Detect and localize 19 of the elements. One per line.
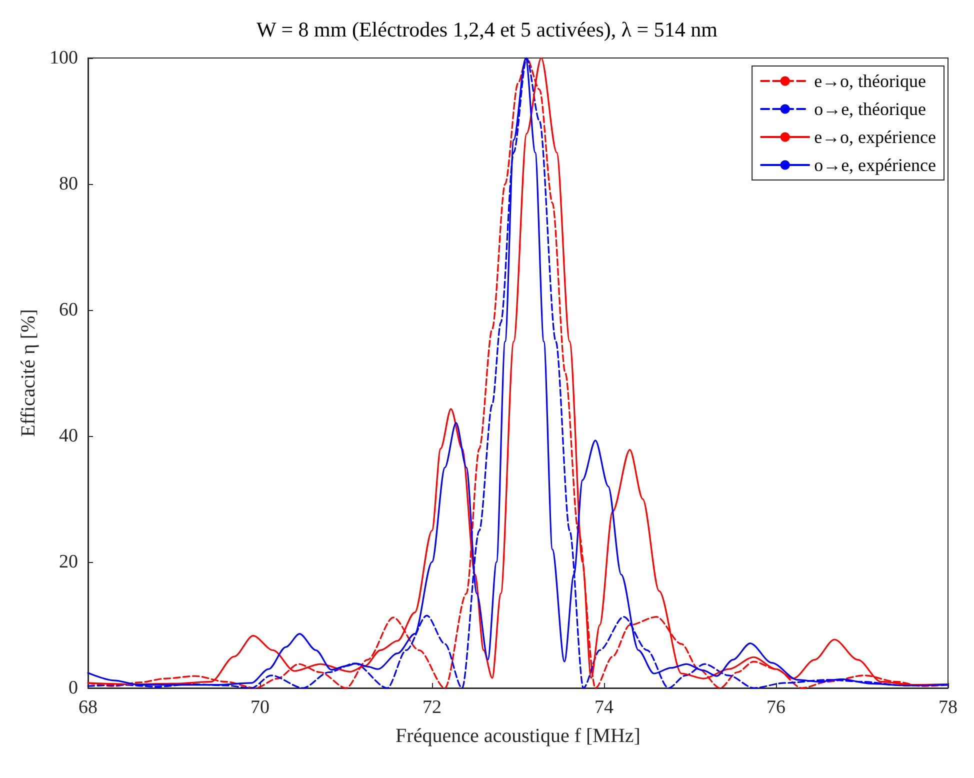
- y-tick-label: 20: [59, 552, 78, 572]
- y-tick-label: 40: [59, 426, 78, 446]
- x-tick-label: 78: [938, 697, 958, 718]
- y-axis-title: Efficacité η [%]: [18, 309, 40, 437]
- legend-label: o→e, théorique: [814, 99, 926, 119]
- x-tick-label: 72: [422, 697, 442, 718]
- y-tick-label: 80: [59, 174, 78, 194]
- x-tick-label: 70: [250, 697, 270, 718]
- y-tick-label: 60: [59, 300, 78, 320]
- legend-label: e→o, expérience: [814, 127, 936, 147]
- y-tick-label: 100: [50, 48, 78, 68]
- y-tick-label: 0: [68, 678, 78, 698]
- legend-label: e→o, théorique: [814, 71, 926, 91]
- legend-label: o→e, expérience: [814, 155, 936, 175]
- x-tick-label: 68: [78, 697, 98, 718]
- x-tick-label: 76: [766, 697, 786, 718]
- x-axis-title: Fréquence acoustique f [MHz]: [396, 725, 640, 747]
- x-tick-label: 74: [594, 697, 614, 718]
- chart-title: W = 8 mm (Eléctrodes 1,2,4 et 5 activées), λ = 514 nm: [256, 18, 718, 42]
